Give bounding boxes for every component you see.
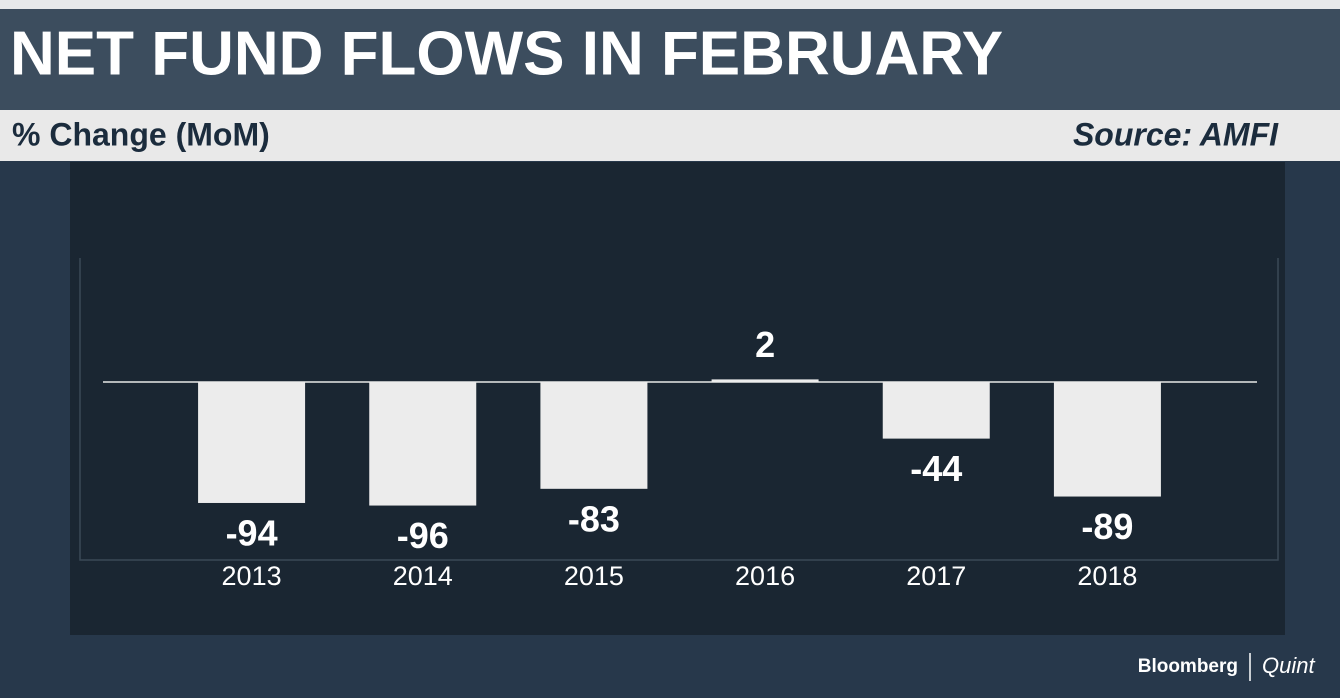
bar bbox=[711, 379, 819, 382]
bar bbox=[882, 381, 990, 439]
logo-right: Quint bbox=[1262, 653, 1315, 678]
value-label: -89 bbox=[1081, 506, 1133, 547]
x-tick-label: 2018 bbox=[1077, 561, 1137, 591]
value-label: -94 bbox=[226, 512, 278, 553]
frame bbox=[79, 258, 1279, 561]
bar bbox=[1053, 381, 1161, 497]
bar bbox=[540, 381, 648, 489]
logo-left: Bloomberg bbox=[1138, 656, 1238, 677]
top-strip bbox=[0, 0, 1340, 9]
x-tick-label: 2017 bbox=[906, 561, 966, 591]
chart-subtitle: % Change (MoM) bbox=[12, 116, 270, 152]
source: Source: AMFI bbox=[1073, 116, 1279, 152]
bar bbox=[198, 381, 306, 503]
bar bbox=[369, 381, 477, 506]
value-label: -96 bbox=[397, 515, 449, 556]
x-tick-label: 2013 bbox=[222, 561, 282, 591]
value-label: 2 bbox=[755, 324, 775, 365]
subheader bbox=[0, 110, 1340, 161]
x-tick-label: 2015 bbox=[564, 561, 624, 591]
chart-title: NET FUND FLOWS IN FEBRUARY bbox=[10, 19, 1003, 88]
value-label: -44 bbox=[910, 448, 962, 489]
value-label: -83 bbox=[568, 498, 620, 539]
x-tick-label: 2016 bbox=[735, 561, 795, 591]
header bbox=[0, 9, 1340, 110]
x-tick-label: 2014 bbox=[393, 561, 453, 591]
